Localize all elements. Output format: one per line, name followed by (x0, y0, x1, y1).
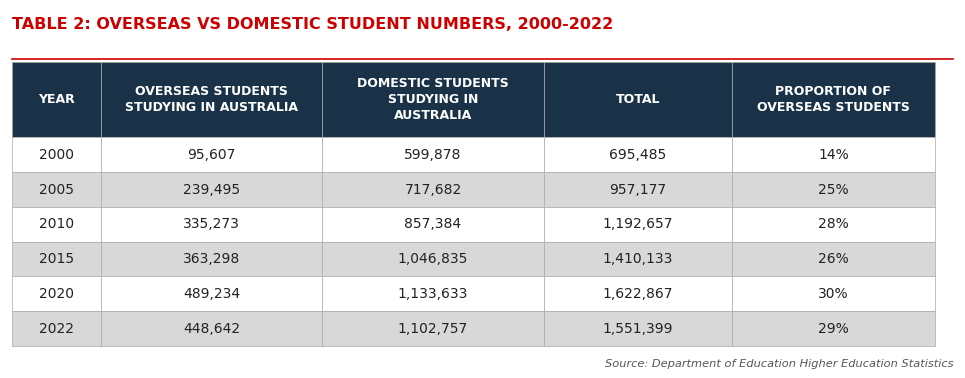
Text: 2005: 2005 (39, 183, 73, 197)
Bar (12, 138, 101, 172)
Bar (12, 242, 101, 276)
Bar (732, 311, 934, 346)
Text: 30%: 30% (818, 287, 848, 301)
Text: 489,234: 489,234 (183, 287, 240, 301)
Text: 2000: 2000 (39, 148, 73, 162)
Text: 599,878: 599,878 (404, 148, 461, 162)
Bar (732, 276, 934, 311)
Bar (543, 62, 732, 138)
Bar (322, 207, 543, 242)
Text: 1,046,835: 1,046,835 (398, 252, 468, 266)
Text: 2022: 2022 (39, 322, 73, 336)
Text: TABLE 2: OVERSEAS VS DOMESTIC STUDENT NUMBERS, 2000-2022: TABLE 2: OVERSEAS VS DOMESTIC STUDENT NU… (12, 17, 613, 32)
Text: 1,192,657: 1,192,657 (603, 217, 674, 231)
Bar (101, 242, 322, 276)
Bar (732, 207, 934, 242)
Text: 2010: 2010 (39, 217, 74, 231)
Bar (322, 311, 543, 346)
Text: 29%: 29% (818, 322, 848, 336)
Bar (322, 62, 543, 138)
Bar (12, 172, 101, 207)
Bar (12, 62, 101, 138)
Bar (322, 276, 543, 311)
Bar (101, 207, 322, 242)
Bar (12, 311, 101, 346)
Bar (732, 172, 934, 207)
Text: 448,642: 448,642 (183, 322, 240, 336)
Text: 1,410,133: 1,410,133 (603, 252, 674, 266)
Bar (732, 62, 934, 138)
Text: 1,622,867: 1,622,867 (603, 287, 674, 301)
Bar (543, 242, 732, 276)
Text: 1,133,633: 1,133,633 (398, 287, 468, 301)
Bar (12, 207, 101, 242)
Bar (732, 242, 934, 276)
Text: PROPORTION OF
OVERSEAS STUDENTS: PROPORTION OF OVERSEAS STUDENTS (757, 85, 910, 115)
Bar (101, 138, 322, 172)
Text: 1,551,399: 1,551,399 (603, 322, 674, 336)
Text: 28%: 28% (818, 217, 848, 231)
Text: 2020: 2020 (39, 287, 73, 301)
Text: 717,682: 717,682 (404, 183, 461, 197)
Text: 957,177: 957,177 (609, 183, 667, 197)
Text: YEAR: YEAR (38, 93, 74, 107)
Text: DOMESTIC STUDENTS
STUDYING IN
AUSTRALIA: DOMESTIC STUDENTS STUDYING IN AUSTRALIA (357, 77, 509, 122)
Bar (543, 207, 732, 242)
Bar (543, 172, 732, 207)
Bar (101, 62, 322, 138)
Text: 26%: 26% (818, 252, 848, 266)
Text: 239,495: 239,495 (183, 183, 240, 197)
Bar (322, 138, 543, 172)
Text: 335,273: 335,273 (183, 217, 240, 231)
Bar (12, 276, 101, 311)
Text: OVERSEAS STUDENTS
STUDYING IN AUSTRALIA: OVERSEAS STUDENTS STUDYING IN AUSTRALIA (125, 85, 298, 115)
Bar (101, 276, 322, 311)
Bar (732, 138, 934, 172)
Text: TOTAL: TOTAL (616, 93, 660, 107)
Bar (322, 172, 543, 207)
Text: 857,384: 857,384 (404, 217, 461, 231)
Bar (543, 138, 732, 172)
Text: 2015: 2015 (39, 252, 74, 266)
Text: 25%: 25% (818, 183, 848, 197)
Bar (543, 311, 732, 346)
Text: 14%: 14% (818, 148, 848, 162)
Bar (322, 242, 543, 276)
Text: 1,102,757: 1,102,757 (398, 322, 468, 336)
Text: 95,607: 95,607 (187, 148, 235, 162)
Text: 695,485: 695,485 (609, 148, 667, 162)
Bar (101, 172, 322, 207)
Bar (543, 276, 732, 311)
Text: Source: Department of Education Higher Education Statistics: Source: Department of Education Higher E… (605, 359, 953, 369)
Text: 363,298: 363,298 (183, 252, 240, 266)
Bar (101, 311, 322, 346)
